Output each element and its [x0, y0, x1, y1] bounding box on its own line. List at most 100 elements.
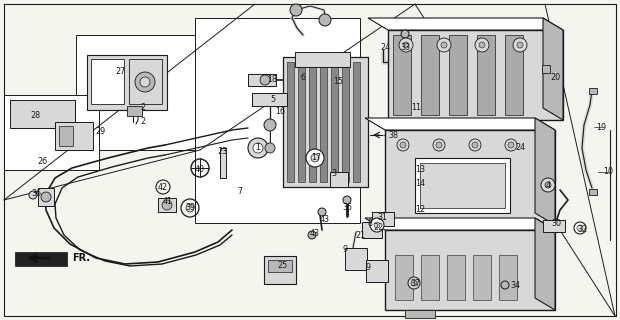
Polygon shape	[543, 18, 563, 120]
Text: 31: 31	[377, 212, 387, 221]
Text: 8: 8	[368, 220, 373, 228]
Text: 40: 40	[195, 164, 205, 173]
Text: 30: 30	[551, 220, 561, 228]
Bar	[345, 248, 367, 270]
Bar	[87, 55, 167, 110]
Bar	[10, 100, 75, 128]
Bar	[499, 255, 517, 300]
Text: 21: 21	[355, 231, 365, 241]
Bar	[15, 252, 67, 266]
Bar	[447, 255, 465, 300]
Circle shape	[186, 204, 194, 212]
Text: 28: 28	[30, 111, 40, 121]
Bar	[220, 148, 226, 178]
Bar	[331, 62, 338, 182]
Bar	[264, 256, 296, 284]
Text: 5: 5	[270, 94, 275, 103]
Text: 37: 37	[410, 278, 420, 287]
Text: 38: 38	[388, 131, 398, 140]
Bar	[353, 62, 360, 182]
Bar	[283, 57, 368, 187]
Circle shape	[400, 142, 406, 148]
Bar	[420, 163, 505, 208]
Circle shape	[545, 182, 551, 188]
Bar	[505, 35, 523, 115]
Circle shape	[475, 38, 489, 52]
Bar	[589, 88, 597, 94]
Bar	[473, 255, 491, 300]
Text: FR.: FR.	[72, 253, 90, 263]
Bar	[287, 62, 294, 182]
Bar	[91, 59, 124, 104]
Bar	[421, 255, 439, 300]
Text: 29: 29	[95, 127, 105, 137]
Text: 32: 32	[577, 225, 587, 234]
Text: 39: 39	[185, 204, 195, 212]
Text: 9: 9	[365, 263, 371, 273]
Text: 26: 26	[37, 157, 47, 166]
Bar	[76, 35, 206, 150]
Circle shape	[541, 178, 555, 192]
Bar	[158, 198, 176, 212]
Text: 3: 3	[332, 170, 337, 179]
Text: 11: 11	[411, 102, 421, 111]
Text: 35: 35	[342, 203, 352, 212]
Bar	[477, 35, 495, 115]
Circle shape	[29, 191, 37, 199]
Bar	[298, 62, 305, 182]
Text: 4: 4	[546, 180, 551, 189]
Circle shape	[436, 142, 442, 148]
Bar	[543, 220, 565, 232]
Bar	[362, 222, 382, 238]
Bar	[268, 260, 292, 272]
Circle shape	[577, 225, 583, 231]
Text: 9: 9	[342, 245, 348, 254]
Bar	[342, 62, 349, 182]
Bar	[4, 95, 99, 170]
Text: 42: 42	[158, 182, 168, 191]
Circle shape	[408, 277, 420, 289]
Text: 43: 43	[320, 215, 330, 225]
Circle shape	[501, 281, 509, 289]
Text: 14: 14	[415, 179, 425, 188]
Bar	[195, 18, 360, 223]
Circle shape	[403, 42, 409, 48]
Text: 41: 41	[163, 197, 173, 206]
Text: 34: 34	[510, 281, 520, 290]
Bar	[449, 35, 467, 115]
Circle shape	[508, 142, 514, 148]
Circle shape	[162, 200, 172, 210]
Text: 2: 2	[141, 103, 146, 113]
Circle shape	[411, 280, 417, 286]
Bar	[589, 189, 597, 195]
Text: 7: 7	[237, 188, 242, 196]
Bar	[385, 230, 555, 310]
Circle shape	[399, 38, 413, 52]
Circle shape	[319, 14, 331, 26]
Bar	[59, 126, 73, 146]
Bar	[542, 65, 550, 73]
Bar	[309, 62, 316, 182]
Circle shape	[574, 222, 586, 234]
Text: 12: 12	[415, 205, 425, 214]
Polygon shape	[535, 218, 555, 310]
Circle shape	[343, 196, 351, 204]
Bar	[295, 52, 350, 67]
Text: 25: 25	[277, 260, 287, 269]
Circle shape	[505, 139, 517, 151]
Text: 23: 23	[217, 148, 227, 156]
Text: 13: 13	[415, 165, 425, 174]
Bar	[415, 158, 510, 213]
Circle shape	[308, 231, 316, 239]
Polygon shape	[535, 118, 555, 225]
Circle shape	[472, 142, 478, 148]
Bar	[127, 106, 142, 116]
Circle shape	[140, 77, 150, 87]
Bar	[395, 255, 413, 300]
Bar	[405, 310, 435, 318]
Text: 27: 27	[115, 68, 125, 76]
Text: 17: 17	[311, 154, 321, 163]
Circle shape	[441, 42, 447, 48]
Circle shape	[290, 4, 302, 16]
Circle shape	[264, 119, 276, 131]
